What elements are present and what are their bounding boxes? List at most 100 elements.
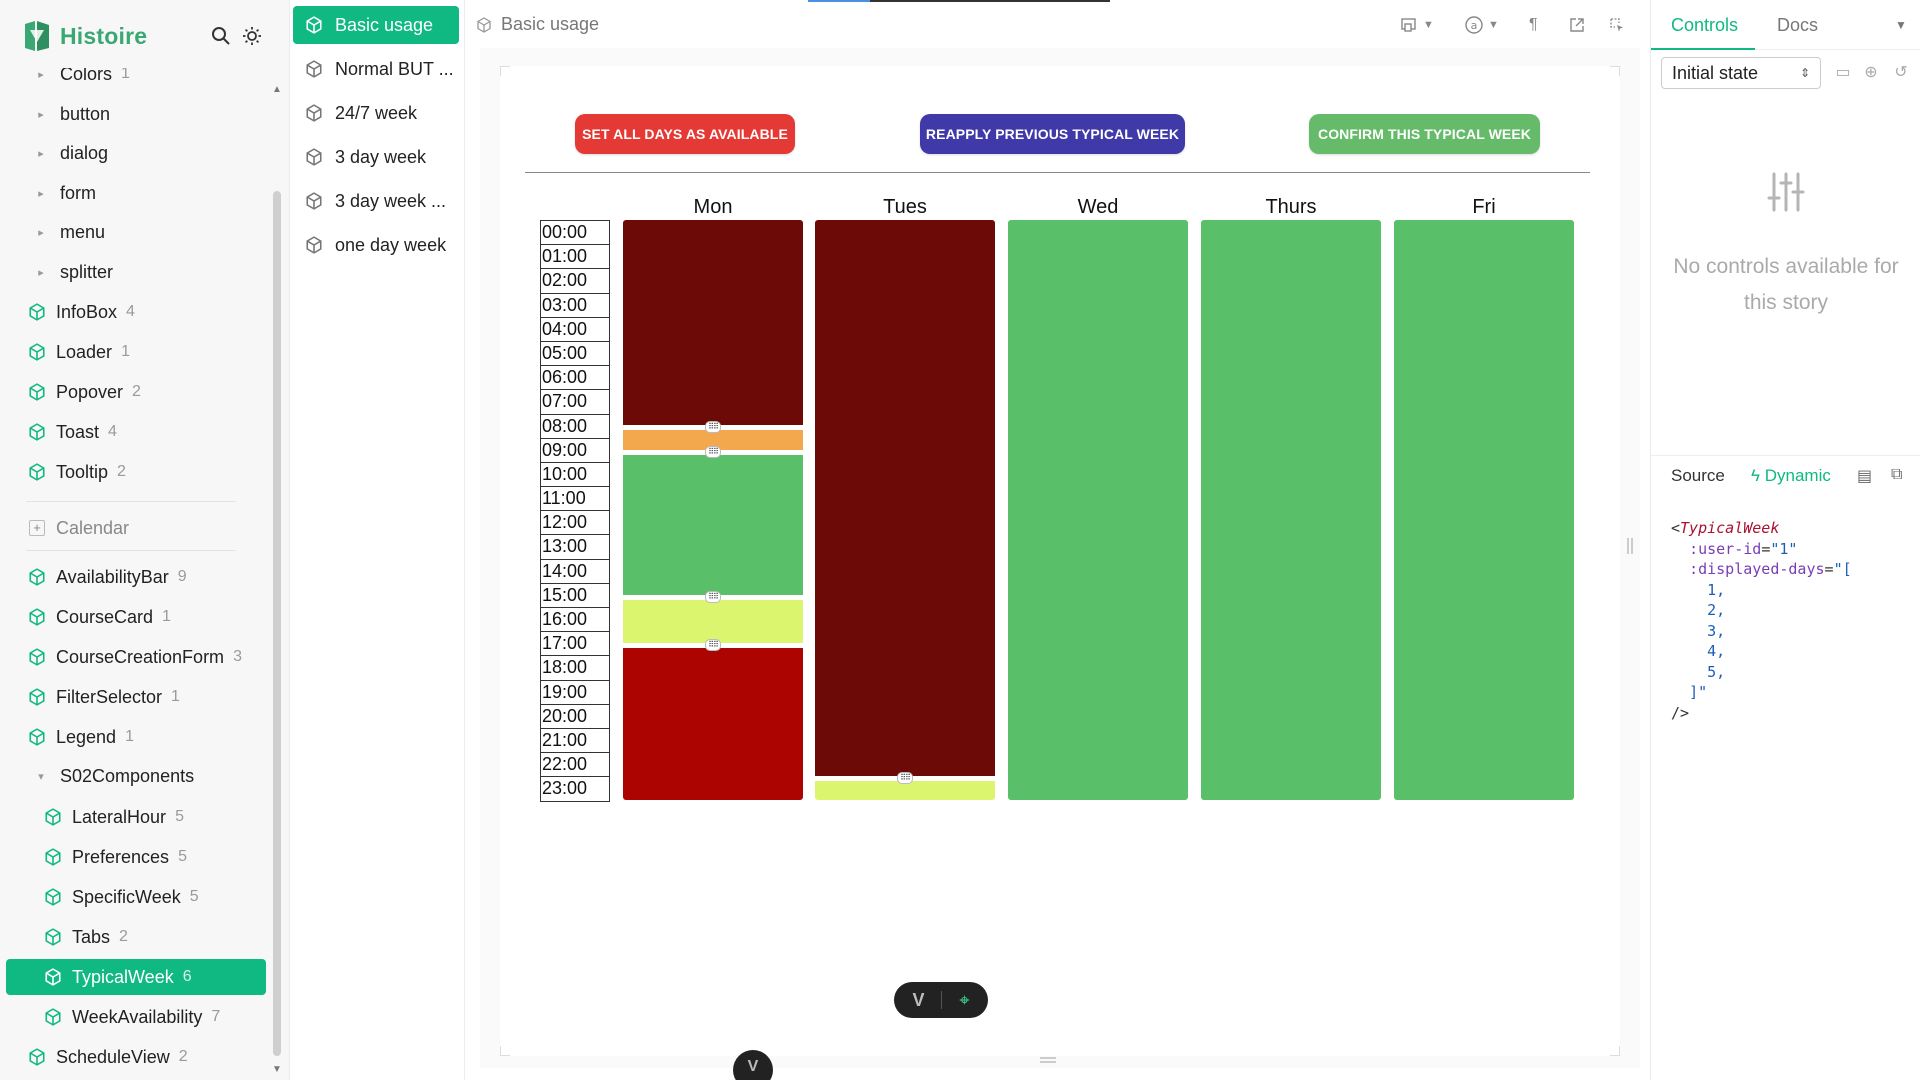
devtools-toggle-icon[interactable]: V [733, 1050, 773, 1080]
sidebar-item-filterselector[interactable]: FilterSelector 1 [6, 679, 266, 715]
story-count: 2 [178, 1048, 188, 1065]
sidebar-item-typicalweek[interactable]: TypicalWeek 6 [6, 959, 266, 995]
sidebar-item-label: Colors [60, 68, 113, 84]
static-source-icon[interactable]: ▤ [1857, 468, 1873, 485]
sidebar-item-scheduleview[interactable]: ScheduleView 2 [6, 1039, 266, 1075]
availability-block[interactable] [623, 430, 803, 450]
resize-grip-icon[interactable]: ⠿⠿ [705, 638, 721, 651]
state-select[interactable]: Initial state ⇕ [1661, 57, 1821, 89]
no-controls-text: No controls available for this story [1673, 255, 1899, 314]
sidebar-item-tabs[interactable]: Tabs 2 [6, 919, 266, 955]
hour-label: 12:00 [541, 510, 609, 534]
availability-block[interactable] [815, 780, 995, 800]
histoire-logo[interactable]: Histoire [22, 20, 147, 52]
sidebar-item-coursecreationform[interactable]: CourseCreationForm 3 [6, 639, 266, 675]
availability-block[interactable] [623, 220, 803, 426]
day-column[interactable] [1008, 220, 1188, 800]
availability-block[interactable] [1008, 220, 1188, 800]
add-state-icon[interactable]: ⊕ [1864, 64, 1878, 81]
variant-item[interactable]: one day week [293, 226, 459, 264]
scroll-up-arrow-icon[interactable]: ▲ [272, 84, 282, 95]
sidebar-item-coursecard[interactable]: CourseCard 1 [6, 599, 266, 635]
search-icon[interactable] [210, 26, 232, 48]
canvas-corner [500, 1046, 510, 1056]
scrollbar-thumb[interactable] [273, 191, 281, 1056]
sidebar-item-lateralhour[interactable]: LateralHour 5 [6, 799, 266, 835]
tab-docs[interactable]: Docs [1777, 15, 1819, 35]
day-column[interactable] [1201, 220, 1381, 800]
day-column[interactable]: ⠿⠿ [815, 220, 995, 800]
sidebar-item-toast[interactable]: Toast 4 [6, 414, 266, 450]
sidebar-item-form[interactable]: ▸ form [6, 175, 266, 211]
availability-block[interactable] [623, 454, 803, 595]
theme-toggle-icon[interactable] [241, 26, 263, 48]
background-color-icon[interactable]: a ▼ [1464, 14, 1499, 36]
day-column[interactable] [1394, 220, 1574, 800]
dynamic-toggle[interactable]: ϟ Dynamic [1751, 466, 1831, 486]
variant-item[interactable]: 3 day week ... [293, 182, 459, 220]
code-day: 4, [1707, 642, 1726, 660]
availability-block[interactable] [623, 647, 803, 800]
sidebar-item-legend[interactable]: Legend 1 [6, 719, 266, 755]
text-direction-icon[interactable]: ¶ [1529, 16, 1538, 33]
sidebar-item-colors[interactable]: ▸ Colors 1 [6, 68, 266, 92]
vertical-resize-handle[interactable] [1627, 538, 1633, 554]
sidebar-item-dialog[interactable]: ▸ dialog [6, 135, 266, 171]
resize-grip-icon[interactable]: ⠿⠿ [705, 421, 721, 434]
reset-state-icon[interactable]: ↺ [1894, 64, 1908, 81]
vue-devtools-pill[interactable]: V ⌖ [894, 982, 988, 1018]
preview-toolbar: Basic usage ▼ a ▼ ¶ [466, 0, 1650, 46]
sidebar-item-calendar[interactable]: + Calendar [6, 510, 266, 546]
hour-label: 00:00 [541, 220, 609, 244]
sidebar-item-availabilitybar[interactable]: AvailabilityBar 9 [6, 559, 266, 595]
availability-block[interactable] [1201, 220, 1381, 800]
sidebar-item-s02components[interactable]: ▾ S02Components [6, 758, 266, 794]
story-cube-icon [28, 463, 46, 481]
variant-item[interactable]: Normal BUT ... [293, 50, 459, 88]
variant-item[interactable]: Basic usage [293, 6, 459, 44]
sidebar-item-button[interactable]: ▸ button [6, 96, 266, 132]
sidebar-item-preferences[interactable]: Preferences 5 [6, 839, 266, 875]
reapply-previous-week-button[interactable]: REAPPLY PREVIOUS TYPICAL WEEK [920, 114, 1185, 154]
resize-grip-icon[interactable]: ⠿⠿ [897, 771, 913, 784]
horizontal-resize-handle[interactable] [1040, 1057, 1056, 1063]
sidebar-item-specificweek[interactable]: SpecificWeek 5 [6, 879, 266, 915]
sidebar-item-loader[interactable]: Loader 1 [6, 334, 266, 370]
component-select-icon[interactable] [1609, 14, 1625, 36]
availability-block[interactable] [815, 220, 995, 776]
story-cube-icon [44, 888, 62, 906]
set-all-available-button[interactable]: SET ALL DAYS AS AVAILABLE [575, 114, 795, 154]
sidebar-item-weekavailability[interactable]: WeekAvailability 7 [6, 999, 266, 1035]
variant-item[interactable]: 24/7 week [293, 94, 459, 132]
variant-cube-icon [306, 104, 322, 122]
confirm-typical-week-button[interactable]: CONFIRM THIS TYPICAL WEEK [1309, 114, 1540, 154]
sidebar-item-splitter[interactable]: ▸ splitter [6, 254, 266, 290]
story-count: 5 [189, 888, 199, 905]
story-count: 1 [121, 343, 130, 360]
day-column[interactable]: ⠿⠿ ⠿⠿ ⠿⠿ ⠿⠿ [623, 220, 803, 800]
scroll-down-arrow-icon[interactable]: ▼ [272, 1064, 282, 1075]
sidebar-item-menu[interactable]: ▸ menu [6, 214, 266, 250]
variant-item[interactable]: 3 day week [293, 138, 459, 176]
hour-label: 19:00 [541, 679, 609, 704]
open-new-tab-icon[interactable] [1569, 14, 1585, 36]
availability-block[interactable] [623, 599, 803, 643]
sidebar-item-popover[interactable]: Popover 2 [6, 374, 266, 410]
resize-grip-icon[interactable]: ⠿⠿ [705, 445, 721, 458]
availability-block[interactable] [1394, 220, 1574, 800]
sidebar-item-tooltip[interactable]: Tooltip 2 [6, 454, 266, 490]
vue-logo-icon[interactable]: V [912, 989, 925, 1010]
story-count: 1 [162, 608, 171, 625]
resize-grip-icon[interactable]: ⠿⠿ [705, 590, 721, 603]
tabs-overflow-chevron-icon[interactable]: ▼ [1895, 18, 1907, 32]
copy-icon[interactable]: ⧉ [1891, 466, 1903, 483]
tab-controls[interactable]: Controls [1671, 15, 1739, 35]
inspect-target-icon[interactable]: ⌖ [959, 989, 970, 1010]
save-state-icon[interactable]: ▭ [1835, 64, 1851, 81]
sidebar-item-infobox[interactable]: InfoBox 4 [6, 294, 266, 330]
responsive-size-icon[interactable]: ▼ [1401, 14, 1434, 36]
code-attr-days: :displayed-days [1689, 560, 1825, 578]
variant-cube-icon [477, 16, 491, 33]
variant-label: Normal BUT ... [335, 58, 454, 79]
sidebar-scrollbar[interactable]: ▲ ▼ [271, 84, 283, 1080]
